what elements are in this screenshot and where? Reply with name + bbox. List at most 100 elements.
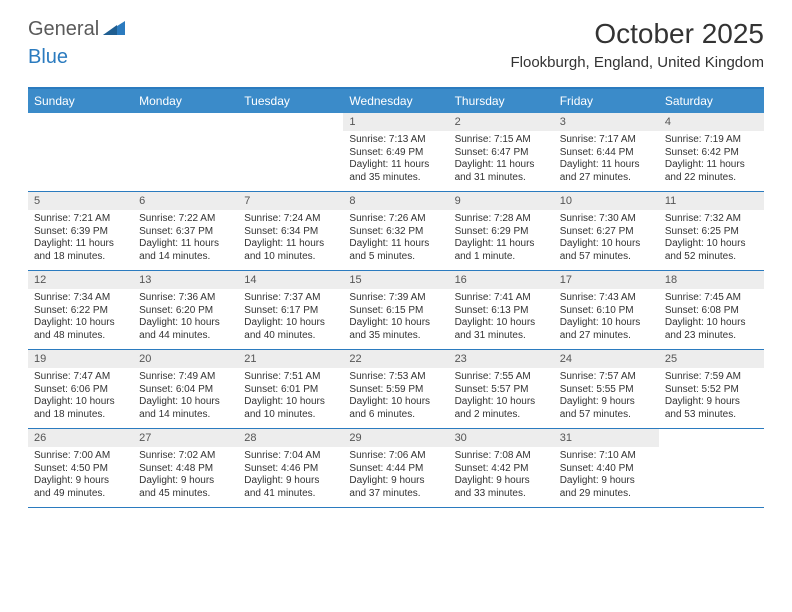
sunset-text: Sunset: 6:25 PM <box>665 226 758 239</box>
day-number: 25 <box>659 350 764 368</box>
sunset-text: Sunset: 6:13 PM <box>455 305 548 318</box>
day-cell: 18Sunrise: 7:45 AMSunset: 6:08 PMDayligh… <box>659 271 764 349</box>
day-content: Sunrise: 7:53 AMSunset: 5:59 PMDaylight:… <box>343 368 448 425</box>
daylight-text: Daylight: 9 hours and 53 minutes. <box>665 396 758 421</box>
day-number: 4 <box>659 113 764 131</box>
day-cell: 20Sunrise: 7:49 AMSunset: 6:04 PMDayligh… <box>133 350 238 428</box>
daylight-text: Daylight: 10 hours and 27 minutes. <box>560 317 653 342</box>
day-header: Wednesday <box>343 89 448 113</box>
day-content: Sunrise: 7:17 AMSunset: 6:44 PMDaylight:… <box>554 131 659 188</box>
day-content: Sunrise: 7:51 AMSunset: 6:01 PMDaylight:… <box>238 368 343 425</box>
week-row: 1Sunrise: 7:13 AMSunset: 6:49 PMDaylight… <box>28 113 764 192</box>
daylight-text: Daylight: 10 hours and 18 minutes. <box>34 396 127 421</box>
sunset-text: Sunset: 4:40 PM <box>560 463 653 476</box>
day-content: Sunrise: 7:37 AMSunset: 6:17 PMDaylight:… <box>238 289 343 346</box>
day-number: 3 <box>554 113 659 131</box>
day-number: 28 <box>238 429 343 447</box>
day-cell: 12Sunrise: 7:34 AMSunset: 6:22 PMDayligh… <box>28 271 133 349</box>
day-cell: 3Sunrise: 7:17 AMSunset: 6:44 PMDaylight… <box>554 113 659 191</box>
calendar: Sunday Monday Tuesday Wednesday Thursday… <box>28 87 764 508</box>
daylight-text: Daylight: 10 hours and 10 minutes. <box>244 396 337 421</box>
sunrise-text: Sunrise: 7:10 AM <box>560 450 653 463</box>
sunset-text: Sunset: 6:42 PM <box>665 147 758 160</box>
daylight-text: Daylight: 9 hours and 37 minutes. <box>349 475 442 500</box>
day-content: Sunrise: 7:43 AMSunset: 6:10 PMDaylight:… <box>554 289 659 346</box>
sunset-text: Sunset: 6:37 PM <box>139 226 232 239</box>
title-block: October 2025 Flookburgh, England, United… <box>511 18 765 71</box>
day-number: 10 <box>554 192 659 210</box>
sunrise-text: Sunrise: 7:17 AM <box>560 134 653 147</box>
day-content: Sunrise: 7:06 AMSunset: 4:44 PMDaylight:… <box>343 447 448 504</box>
daylight-text: Daylight: 10 hours and 48 minutes. <box>34 317 127 342</box>
day-number: 2 <box>449 113 554 131</box>
day-content: Sunrise: 7:13 AMSunset: 6:49 PMDaylight:… <box>343 131 448 188</box>
day-header: Friday <box>554 89 659 113</box>
sunset-text: Sunset: 6:10 PM <box>560 305 653 318</box>
day-number: 19 <box>28 350 133 368</box>
sunset-text: Sunset: 6:04 PM <box>139 384 232 397</box>
day-cell <box>659 429 764 507</box>
location-text: Flookburgh, England, United Kingdom <box>511 54 765 71</box>
daylight-text: Daylight: 9 hours and 41 minutes. <box>244 475 337 500</box>
sunrise-text: Sunrise: 7:13 AM <box>349 134 442 147</box>
day-number: 13 <box>133 271 238 289</box>
day-content: Sunrise: 7:34 AMSunset: 6:22 PMDaylight:… <box>28 289 133 346</box>
sunset-text: Sunset: 6:34 PM <box>244 226 337 239</box>
day-content: Sunrise: 7:45 AMSunset: 6:08 PMDaylight:… <box>659 289 764 346</box>
sunset-text: Sunset: 6:32 PM <box>349 226 442 239</box>
day-cell: 25 Sunrise: 7:59 AMSunset: 5:52 PMDayligh… <box>659 350 764 428</box>
daylight-text: Daylight: 9 hours and 33 minutes. <box>455 475 548 500</box>
day-cell: 4Sunrise: 7:19 AMSunset: 6:42 PMDaylight… <box>659 113 764 191</box>
day-cell: 1Sunrise: 7:13 AMSunset: 6:49 PMDaylight… <box>343 113 448 191</box>
day-number: 6 <box>133 192 238 210</box>
day-number: 29 <box>343 429 448 447</box>
day-number: 18 <box>659 271 764 289</box>
day-number <box>659 429 764 447</box>
daylight-text: Daylight: 10 hours and 40 minutes. <box>244 317 337 342</box>
sunrise-text: Sunrise: 7:45 AM <box>665 292 758 305</box>
day-number: 30 <box>449 429 554 447</box>
daylight-text: Daylight: 10 hours and 31 minutes. <box>455 317 548 342</box>
day-cell: 9Sunrise: 7:28 AMSunset: 6:29 PMDaylight… <box>449 192 554 270</box>
day-content: Sunrise: 7:47 AMSunset: 6:06 PMDaylight:… <box>28 368 133 425</box>
day-content: Sunrise: 7:22 AMSunset: 6:37 PMDaylight:… <box>133 210 238 267</box>
day-content: Sunrise: 7:49 AMSunset: 6:04 PMDaylight:… <box>133 368 238 425</box>
day-cell: 22Sunrise: 7:53 AMSunset: 5:59 PMDayligh… <box>343 350 448 428</box>
sunset-text: Sunset: 6:08 PM <box>665 305 758 318</box>
sunrise-text: Sunrise: 7:02 AM <box>139 450 232 463</box>
sunset-text: Sunset: 4:42 PM <box>455 463 548 476</box>
sunrise-text: Sunrise: 7:47 AM <box>34 371 127 384</box>
sunrise-text: Sunrise: 7:53 AM <box>349 371 442 384</box>
day-header: Saturday <box>659 89 764 113</box>
sunrise-text: Sunrise: 7:28 AM <box>455 213 548 226</box>
sunset-text: Sunset: 4:44 PM <box>349 463 442 476</box>
day-cell: 28Sunrise: 7:04 AMSunset: 4:46 PMDayligh… <box>238 429 343 507</box>
daylight-text: Daylight: 9 hours and 49 minutes. <box>34 475 127 500</box>
sunrise-text: Sunrise: 7:43 AM <box>560 292 653 305</box>
daylight-text: Daylight: 10 hours and 14 minutes. <box>139 396 232 421</box>
sunset-text: Sunset: 6:47 PM <box>455 147 548 160</box>
sunrise-text: Sunrise: 7:37 AM <box>244 292 337 305</box>
daylight-text: Daylight: 10 hours and 6 minutes. <box>349 396 442 421</box>
day-cell: 17Sunrise: 7:43 AMSunset: 6:10 PMDayligh… <box>554 271 659 349</box>
sunset-text: Sunset: 5:52 PM <box>665 384 758 397</box>
day-content: Sunrise: 7:57 AMSunset: 5:55 PMDaylight:… <box>554 368 659 425</box>
sunrise-text: Sunrise: 7:59 AM <box>665 371 758 384</box>
day-cell: 13Sunrise: 7:36 AMSunset: 6:20 PMDayligh… <box>133 271 238 349</box>
day-number: 24 <box>554 350 659 368</box>
sunset-text: Sunset: 6:29 PM <box>455 226 548 239</box>
day-cell: 11Sunrise: 7:32 AMSunset: 6:25 PMDayligh… <box>659 192 764 270</box>
sunset-text: Sunset: 6:15 PM <box>349 305 442 318</box>
day-header: Monday <box>133 89 238 113</box>
sunrise-text: Sunrise: 7:51 AM <box>244 371 337 384</box>
day-header: Sunday <box>28 89 133 113</box>
sunrise-text: Sunrise: 7:30 AM <box>560 213 653 226</box>
day-content: Sunrise: 7:00 AMSunset: 4:50 PMDaylight:… <box>28 447 133 504</box>
week-row: 12Sunrise: 7:34 AMSunset: 6:22 PMDayligh… <box>28 271 764 350</box>
day-number: 17 <box>554 271 659 289</box>
day-number: 22 <box>343 350 448 368</box>
day-content: Sunrise: 7:19 AMSunset: 6:42 PMDaylight:… <box>659 131 764 188</box>
daylight-text: Daylight: 10 hours and 35 minutes. <box>349 317 442 342</box>
day-number <box>133 113 238 131</box>
sunset-text: Sunset: 4:46 PM <box>244 463 337 476</box>
